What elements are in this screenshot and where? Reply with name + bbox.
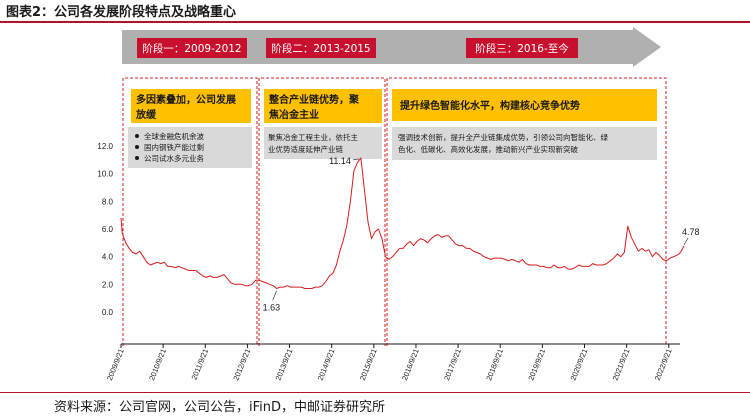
y-tick-label: 4.0 bbox=[102, 253, 114, 262]
x-tick-label: 2016/9/21 bbox=[400, 347, 421, 381]
stage-2-label: 阶段二：2013-2015 bbox=[271, 42, 370, 55]
stage-2-detail-line-1: 聚焦冶金工程主业，依托主 bbox=[268, 132, 358, 142]
plot-area bbox=[120, 157, 685, 289]
x-tick-label: 2015/9/21 bbox=[358, 347, 379, 381]
stage-3-detail-box bbox=[392, 127, 657, 160]
annotation-leader bbox=[272, 290, 277, 301]
y-tick-label: 8.0 bbox=[102, 197, 114, 206]
annotation-label: 1.63 bbox=[263, 302, 281, 312]
stage-3-headline: 提升绿色智能化水平，构建核心竞争优势 bbox=[400, 99, 580, 112]
series-line-0 bbox=[120, 157, 685, 289]
stage-1-label-box: 阶段一：2009-2012 bbox=[137, 38, 247, 58]
stage-3-label-box: 阶段三：2016-至今 bbox=[466, 38, 578, 58]
stage-2-headline-line-2: 焦冶金主业 bbox=[268, 108, 319, 121]
annotations: 11.14 1.63 4.78 bbox=[263, 156, 700, 313]
stage-3-detail-line-2: 色化、低碳化、高效化发展，推动新兴产业实现新突破 bbox=[398, 144, 578, 154]
x-tick-label: 2012/9/21 bbox=[231, 347, 252, 381]
x-tick-label: 2010/9/21 bbox=[147, 347, 168, 381]
x-tick-label: 2020/9/21 bbox=[569, 347, 590, 381]
x-tick-label: 2021/9/21 bbox=[611, 347, 632, 381]
stage-2-headline-line-1: 整合产业链优势，聚 bbox=[268, 93, 360, 106]
stage-2-bracket bbox=[258, 77, 386, 346]
stage-1-bullet-3: 公司试水多元业务 bbox=[144, 153, 204, 163]
x-tick-label: 2022/9/21 bbox=[653, 347, 674, 381]
stage-2-headline-box bbox=[264, 89, 382, 123]
bottom-rule bbox=[0, 392, 750, 393]
x-axis: 2009/9/21 2010/9/21 2011/9/21 2012/9/21 2013… bbox=[105, 343, 680, 382]
x-tick-label: 2013/9/21 bbox=[274, 347, 295, 381]
annotation-leader bbox=[352, 158, 359, 161]
stage-3-bracket bbox=[386, 77, 667, 346]
y-tick-label: 12.0 bbox=[97, 142, 113, 151]
stage-1-bullet-1: 全球金融危机余波 bbox=[144, 131, 204, 141]
bullet-icon bbox=[135, 156, 139, 160]
x-tick-label: 2017/9/21 bbox=[442, 347, 463, 381]
stage-3-headline-box bbox=[392, 89, 657, 121]
x-tick-label: 2014/9/21 bbox=[316, 347, 337, 381]
y-tick-label: 2.0 bbox=[102, 280, 114, 289]
source-note: 资料来源：公司官网，公司公告，iFinD，中邮证券研究所 bbox=[54, 400, 386, 415]
y-axis: 0.0 2.0 4.0 6.0 8.0 10.0 12.0 bbox=[97, 142, 113, 317]
stage-1-headline-line-1: 多因素叠加，公司发展 bbox=[136, 93, 236, 106]
stage-2-detail-line-2: 业优势适度延伸产业链 bbox=[268, 144, 343, 154]
stage-1-headline-box bbox=[131, 89, 251, 123]
x-tick-label: 2018/9/21 bbox=[484, 347, 505, 381]
stage-3-label: 阶段三：2016-至今 bbox=[475, 42, 569, 55]
stage-1-headline-line-2: 放缓 bbox=[135, 108, 157, 121]
top-rule bbox=[0, 21, 750, 23]
x-tick-label: 2011/9/21 bbox=[189, 347, 210, 381]
annotation-label: 4.78 bbox=[682, 227, 700, 237]
bullet-icon bbox=[135, 145, 139, 149]
stage-3-detail-line-1: 强调技术创新，提升全产业链集成优势，引领公司向智能化、绿 bbox=[398, 132, 608, 142]
stage-1-label: 阶段一：2009-2012 bbox=[142, 42, 241, 55]
stage-1-bullet-2: 国内钢铁产能过剩 bbox=[144, 142, 204, 152]
y-tick-label: 0.0 bbox=[102, 308, 114, 317]
annotation-leader bbox=[683, 237, 689, 246]
figure-title: 图表2：公司各发展阶段特点及战略重心 bbox=[6, 5, 237, 20]
bullet-icon bbox=[135, 134, 139, 138]
y-tick-label: 6.0 bbox=[102, 225, 114, 234]
annotation-label: 11.14 bbox=[329, 156, 351, 166]
x-tick-label: 2009/9/21 bbox=[105, 347, 126, 381]
stage-2-detail-box bbox=[264, 127, 382, 159]
stage-1-bracket bbox=[122, 77, 258, 346]
stage-1-detail-box bbox=[128, 127, 252, 168]
y-tick-label: 10.0 bbox=[97, 170, 113, 179]
x-tick-label: 2019/9/21 bbox=[526, 347, 547, 381]
stage-2-label-box: 阶段二：2013-2015 bbox=[266, 38, 376, 58]
